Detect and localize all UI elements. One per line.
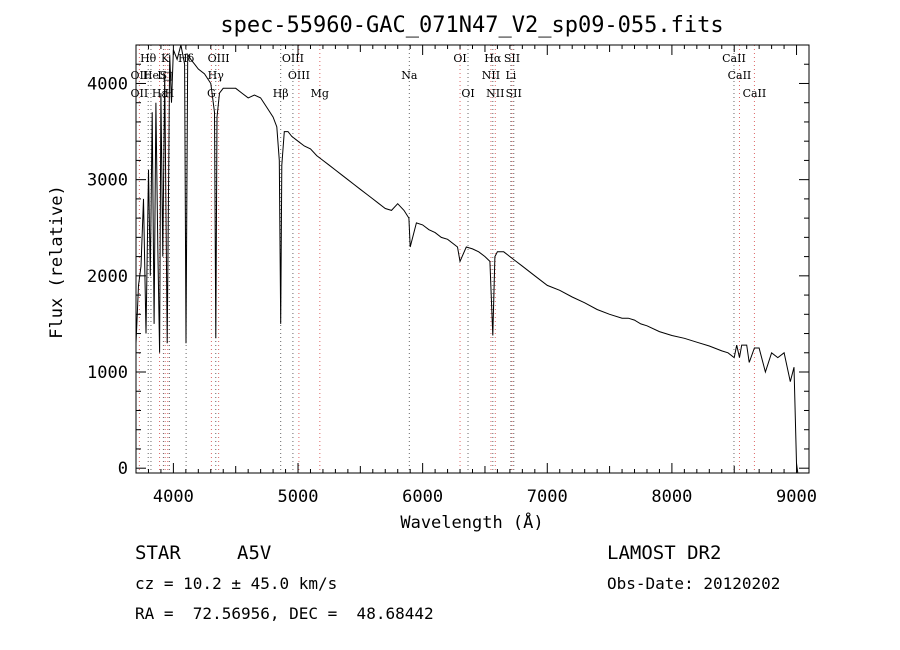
- y-tick-label: 2000: [87, 267, 128, 287]
- line-marker-label: Hθ: [140, 52, 157, 65]
- spectral-line-markers: [138, 45, 755, 473]
- survey-name: LAMOST DR2: [607, 542, 722, 564]
- line-marker-label: Hδ: [178, 52, 195, 65]
- observation-date: Obs-Date: 20120202: [607, 574, 781, 593]
- line-marker-label: K: [161, 52, 170, 65]
- line-marker-label: SII: [506, 87, 522, 100]
- x-axis-label: Wavelength (Å): [400, 511, 543, 533]
- object-subclass: A5V: [237, 542, 272, 564]
- line-marker-label: Hε: [152, 87, 168, 100]
- line-marker-label: Mg: [311, 87, 329, 100]
- line-marker-label: He: [143, 69, 159, 82]
- y-axis-label: Flux (relative): [47, 185, 67, 339]
- line-marker-label: Hγ: [208, 69, 225, 82]
- line-marker-label: OIII: [288, 69, 310, 82]
- object-class: STAR: [135, 542, 181, 564]
- plot-frame: [135, 44, 810, 474]
- x-tick-label: 8000: [651, 487, 692, 507]
- spectrum-line: [135, 44, 799, 474]
- line-marker-label: OII: [131, 87, 149, 100]
- line-marker-label: CaII: [728, 69, 752, 82]
- line-marker-label: Hα: [484, 52, 502, 65]
- x-tick-label: 5000: [278, 487, 319, 507]
- line-marker-label: □: [163, 69, 173, 82]
- y-axis: 0 1000 2000 3000 4000: [87, 44, 809, 479]
- line-marker-label: I: [157, 69, 161, 82]
- line-marker-label: G: [207, 87, 216, 100]
- line-marker-label: Na: [401, 69, 418, 82]
- redshift-cz: cz = 10.2 ± 45.0 km/s: [135, 574, 338, 593]
- line-marker-label: OIII: [282, 52, 304, 65]
- x-tick-label: 7000: [527, 487, 568, 507]
- line-marker-label: CaII: [722, 52, 746, 65]
- x-tick-label: 4000: [153, 487, 194, 507]
- y-tick-label: 1000: [87, 363, 128, 383]
- line-marker-label: Li: [505, 69, 516, 82]
- coordinates: RA = 72.56956, DEC = 48.68442: [135, 604, 434, 623]
- line-marker-label: CaII: [743, 87, 767, 100]
- line-marker-label: OIII: [208, 52, 230, 65]
- x-tick-label: 9000: [776, 487, 817, 507]
- line-marker-label: OI: [453, 52, 466, 65]
- line-marker-label: NII: [482, 69, 500, 82]
- line-marker-label: S: [160, 69, 168, 82]
- y-tick-label: 4000: [87, 74, 128, 94]
- line-marker-label: OI: [461, 87, 474, 100]
- line-marker-label: OII: [131, 69, 149, 82]
- line-marker-label: SII: [504, 52, 520, 65]
- line-marker-label: NII: [486, 87, 504, 100]
- x-axis: 4000 5000 6000 7000 8000 9000: [135, 45, 817, 507]
- x-tick-label: 6000: [402, 487, 443, 507]
- chart-title: spec-55960-GAC_071N47_V2_sp09-055.fits: [220, 13, 723, 38]
- y-tick-label: 3000: [87, 171, 128, 191]
- y-tick-label: 0: [118, 459, 128, 479]
- line-marker-label: Hβ: [273, 87, 289, 100]
